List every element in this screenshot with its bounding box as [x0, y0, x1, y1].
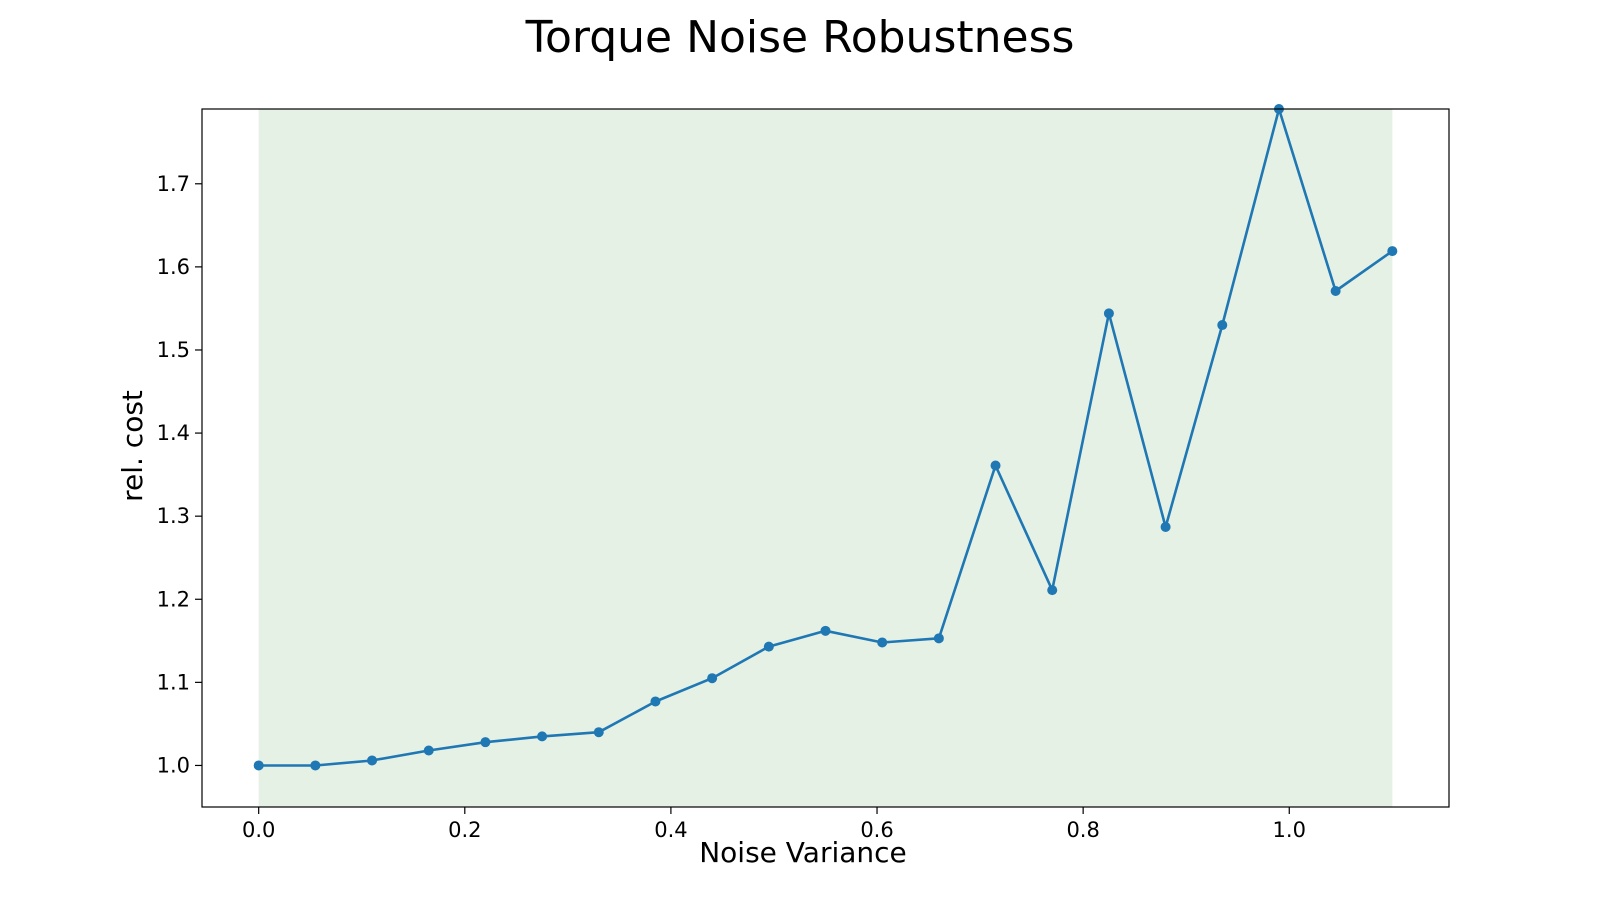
- data-point: [877, 637, 888, 648]
- data-point: [707, 673, 718, 684]
- x-tick-label: 1.0: [1273, 818, 1306, 842]
- data-point: [1103, 308, 1114, 319]
- y-tick-label: 1.2: [157, 587, 190, 611]
- data-point: [820, 625, 831, 636]
- y-tick-label: 1.7: [157, 172, 190, 196]
- y-tick-label: 1.4: [157, 421, 190, 445]
- y-axis-label: rel. cost: [116, 390, 149, 502]
- y-axis: 1.0 1.1 1.2 1.3 1.4 1.5 1.6 1.7: [157, 172, 202, 777]
- x-axis: 0.0 0.2 0.4 0.6 0.8 1.0: [242, 807, 1306, 842]
- data-point: [1047, 585, 1058, 596]
- series-line-group: [253, 104, 1398, 771]
- x-tick-label: 0.0: [242, 818, 275, 842]
- data-point: [1217, 320, 1228, 331]
- data-point: [253, 760, 264, 771]
- x-axis-label: Noise Variance: [699, 836, 907, 869]
- x-tick-label: 0.8: [1066, 818, 1099, 842]
- data-point: [1330, 285, 1341, 296]
- data-point: [763, 641, 774, 652]
- data-point: [1387, 246, 1398, 257]
- chart-title: Torque Noise Robustness: [525, 12, 1075, 63]
- y-tick-label: 1.6: [157, 255, 190, 279]
- data-point: [310, 760, 321, 771]
- y-tick-label: 1.5: [157, 338, 190, 362]
- x-tick-label: 0.4: [654, 818, 687, 842]
- y-tick-label: 1.3: [157, 504, 190, 528]
- data-point: [1160, 521, 1171, 532]
- data-point: [990, 460, 1001, 471]
- data-point: [933, 633, 944, 644]
- plot-frame: [201, 108, 1450, 808]
- y-tick-label: 1.1: [157, 670, 190, 694]
- data-point: [367, 755, 378, 766]
- x-tick-label: 0.6: [860, 818, 893, 842]
- data-point: [593, 727, 604, 738]
- data-point: [537, 731, 548, 742]
- data-point: [650, 696, 661, 707]
- shaded-region: [258, 109, 1393, 807]
- x-tick-label: 0.2: [448, 818, 481, 842]
- data-point: [423, 745, 434, 756]
- data-point: [480, 737, 491, 748]
- y-tick-label: 1.0: [157, 753, 190, 777]
